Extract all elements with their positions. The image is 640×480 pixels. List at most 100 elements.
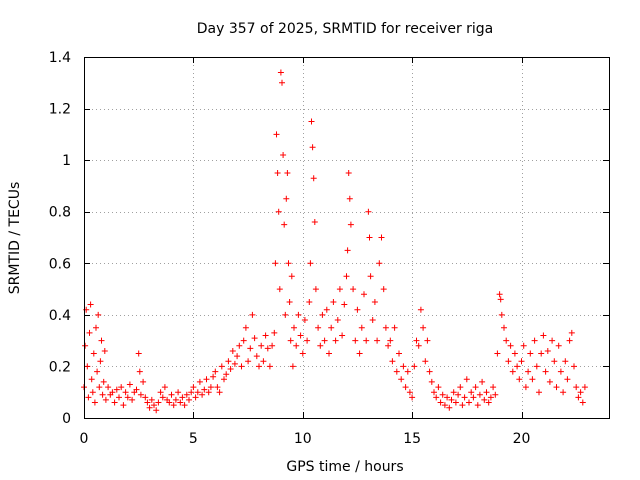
x-tick-label: 0 — [80, 431, 89, 447]
x-tick-label: 15 — [403, 431, 421, 447]
data-point — [231, 360, 238, 367]
data-point — [509, 368, 516, 375]
data-point — [413, 337, 420, 344]
data-point — [457, 384, 464, 391]
data-point — [492, 391, 499, 398]
data-point — [214, 384, 221, 391]
data-point — [435, 384, 442, 391]
data-point — [301, 317, 308, 323]
y-tick-label: 0 — [62, 411, 71, 427]
data-point — [503, 337, 510, 344]
data-point — [136, 368, 143, 375]
data-point — [297, 332, 304, 339]
data-point — [210, 373, 217, 380]
data-point — [450, 389, 457, 396]
data-point — [347, 221, 354, 228]
data-point — [378, 234, 385, 241]
data-point — [498, 311, 505, 318]
data-point — [281, 221, 288, 228]
data-point — [483, 389, 490, 396]
data-point — [398, 376, 405, 383]
data-point — [272, 260, 279, 267]
data-point — [487, 394, 494, 401]
data-point — [352, 337, 359, 344]
data-point — [406, 389, 413, 396]
data-point — [194, 389, 201, 396]
data-point — [321, 337, 328, 344]
data-point — [476, 391, 483, 398]
data-point — [90, 350, 97, 357]
data-point — [221, 376, 227, 383]
data-point — [341, 301, 348, 308]
data-point — [203, 376, 210, 383]
data-point — [153, 407, 160, 414]
data-point — [124, 394, 131, 401]
data-point — [538, 350, 545, 357]
data-point — [188, 389, 195, 396]
data-point — [382, 324, 389, 331]
data-point — [288, 273, 295, 280]
tick-labels: 0 5 10 15 20 0 0.2 0.4 0.6 0.8 1 1.2 1.4 — [49, 50, 531, 447]
data-point — [417, 306, 424, 313]
data-point — [496, 291, 503, 298]
data-point — [253, 353, 260, 360]
data-point — [289, 363, 296, 370]
data-point — [274, 170, 281, 176]
data-point — [505, 358, 512, 365]
data-point — [273, 131, 280, 138]
data-point — [474, 402, 481, 409]
data-point — [529, 376, 536, 383]
data-point — [247, 345, 254, 352]
data-point — [307, 260, 314, 267]
data-point — [201, 386, 208, 393]
data-point — [95, 311, 102, 318]
data-point — [518, 358, 525, 365]
data-point — [479, 378, 486, 385]
data-point — [109, 389, 116, 396]
data-point — [350, 286, 357, 293]
y-tick-label: 1 — [62, 153, 71, 169]
data-point — [344, 247, 351, 254]
y-tick-label: 0.2 — [49, 359, 71, 375]
data-point — [551, 358, 558, 365]
data-point — [573, 384, 580, 391]
data-point — [196, 378, 203, 385]
data-point — [157, 389, 164, 396]
data-point — [205, 389, 212, 396]
y-tick-label: 1.4 — [49, 50, 71, 66]
data-point — [295, 311, 302, 318]
data-point — [287, 337, 294, 344]
data-point — [151, 402, 157, 409]
data-point — [146, 404, 153, 411]
data-point — [472, 384, 479, 391]
data-point — [441, 402, 448, 409]
data-point — [98, 337, 105, 344]
data-point — [225, 358, 232, 365]
data-point — [126, 381, 133, 388]
data-point — [155, 399, 162, 406]
data-point — [461, 394, 468, 401]
data-point — [177, 399, 184, 406]
data-point — [391, 324, 398, 331]
data-point — [575, 394, 582, 401]
x-axis-label: GPS time / hours — [286, 459, 403, 475]
data-point — [369, 317, 376, 323]
grid-lines — [84, 57, 609, 418]
data-points — [81, 69, 588, 414]
data-point — [466, 399, 472, 406]
data-point — [93, 324, 99, 331]
y-tick-label: 0.6 — [49, 256, 71, 272]
data-point — [520, 342, 527, 349]
data-point — [490, 384, 497, 391]
data-point — [276, 286, 283, 293]
data-point — [431, 389, 437, 396]
data-point — [400, 363, 407, 370]
data-point — [553, 384, 560, 391]
data-point — [315, 324, 322, 331]
data-point — [113, 386, 120, 393]
x-tick-label: 20 — [513, 431, 531, 447]
data-point — [409, 394, 416, 401]
data-point — [120, 402, 127, 409]
data-point — [87, 301, 94, 308]
data-point — [385, 342, 392, 349]
